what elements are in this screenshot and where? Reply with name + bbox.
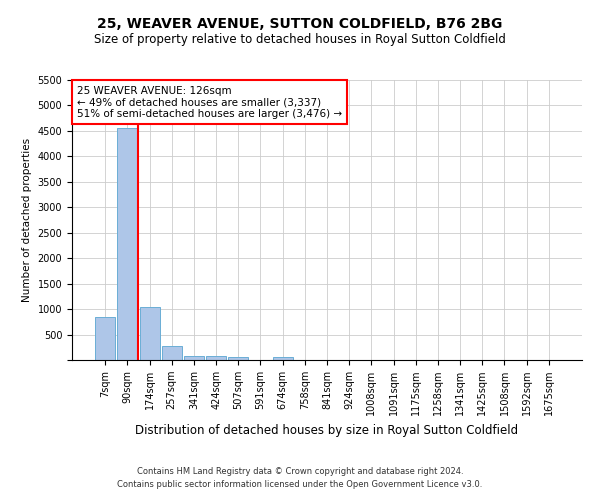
Bar [140,306,160,360]
Bar [118,128,137,360]
Bar [162,346,182,360]
Text: Size of property relative to detached houses in Royal Sutton Coldfield: Size of property relative to detached ho… [94,32,506,46]
Text: 25 WEAVER AVENUE: 126sqm
← 49% of detached houses are smaller (3,337)
51% of sem: 25 WEAVER AVENUE: 126sqm ← 49% of detach… [77,86,342,119]
Bar [228,357,248,360]
Text: Contains public sector information licensed under the Open Government Licence v3: Contains public sector information licen… [118,480,482,489]
Y-axis label: Number of detached properties: Number of detached properties [22,138,32,302]
Bar [272,358,293,360]
X-axis label: Distribution of detached houses by size in Royal Sutton Coldfield: Distribution of detached houses by size … [136,424,518,436]
Bar [95,316,115,360]
Bar [184,356,204,360]
Text: Contains HM Land Registry data © Crown copyright and database right 2024.: Contains HM Land Registry data © Crown c… [137,467,463,476]
Bar [206,356,226,360]
Text: 25, WEAVER AVENUE, SUTTON COLDFIELD, B76 2BG: 25, WEAVER AVENUE, SUTTON COLDFIELD, B76… [97,18,503,32]
